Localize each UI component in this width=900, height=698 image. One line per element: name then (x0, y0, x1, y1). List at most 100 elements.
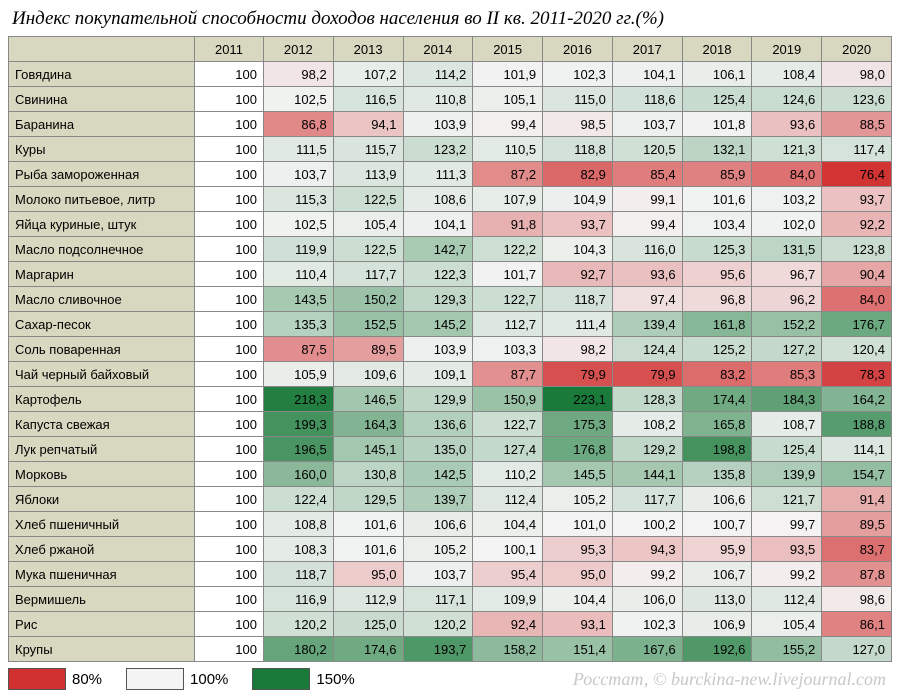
row-label: Баранина (9, 112, 195, 137)
data-cell: 95,3 (543, 537, 613, 562)
data-cell: 124,6 (752, 87, 822, 112)
data-cell: 108,7 (752, 412, 822, 437)
data-cell: 142,7 (403, 237, 473, 262)
data-cell: 86,8 (263, 112, 333, 137)
col-header: 2017 (612, 37, 682, 62)
data-cell: 129,5 (333, 487, 403, 512)
data-cell: 108,4 (752, 62, 822, 87)
data-cell: 135,8 (682, 462, 752, 487)
data-cell: 122,5 (333, 237, 403, 262)
data-cell: 100 (194, 87, 263, 112)
data-cell: 111,5 (263, 137, 333, 162)
data-cell: 100 (194, 262, 263, 287)
data-cell: 98,6 (822, 587, 892, 612)
data-cell: 104,4 (473, 512, 543, 537)
data-cell: 97,4 (612, 287, 682, 312)
data-cell: 118,7 (543, 287, 613, 312)
data-cell: 106,1 (682, 62, 752, 87)
row-label: Маргарин (9, 262, 195, 287)
table-row: Картофель100218,3146,5129,9150,9223,1128… (9, 387, 892, 412)
table-row: Сахар-песок100135,3152,5145,2112,7111,41… (9, 312, 892, 337)
table-row: Хлеб ржаной100108,3101,6105,2100,195,394… (9, 537, 892, 562)
data-cell: 100 (194, 337, 263, 362)
data-cell: 103,2 (752, 187, 822, 212)
data-cell: 101,6 (333, 537, 403, 562)
data-cell: 105,4 (752, 612, 822, 637)
data-cell: 116,5 (333, 87, 403, 112)
data-cell: 142,5 (403, 462, 473, 487)
data-cell: 93,1 (543, 612, 613, 637)
row-label: Соль поваренная (9, 337, 195, 362)
data-cell: 103,9 (403, 112, 473, 137)
data-cell: 106,6 (403, 512, 473, 537)
table-row: Крупы100180,2174,6193,7158,2151,4167,619… (9, 637, 892, 662)
data-cell: 92,7 (543, 262, 613, 287)
data-cell: 143,5 (263, 287, 333, 312)
data-cell: 108,8 (263, 512, 333, 537)
data-cell: 118,8 (543, 137, 613, 162)
data-cell: 93,6 (752, 112, 822, 137)
data-cell: 176,8 (543, 437, 613, 462)
data-cell: 135,3 (263, 312, 333, 337)
data-cell: 196,5 (263, 437, 333, 462)
data-cell: 87,7 (473, 362, 543, 387)
data-cell: 113,9 (333, 162, 403, 187)
data-cell: 107,9 (473, 187, 543, 212)
data-cell: 104,1 (612, 62, 682, 87)
data-cell: 123,6 (822, 87, 892, 112)
data-cell: 95,4 (473, 562, 543, 587)
row-label: Хлеб пшеничный (9, 512, 195, 537)
col-header: 2018 (682, 37, 752, 62)
data-cell: 98,2 (543, 337, 613, 362)
data-cell: 100,7 (682, 512, 752, 537)
data-cell: 110,5 (473, 137, 543, 162)
data-cell: 84,0 (752, 162, 822, 187)
data-cell: 101,6 (333, 512, 403, 537)
data-cell: 87,8 (822, 562, 892, 587)
data-cell: 108,3 (263, 537, 333, 562)
row-label: Говядина (9, 62, 195, 87)
data-cell: 111,4 (543, 312, 613, 337)
data-cell: 161,8 (682, 312, 752, 337)
data-cell: 112,4 (752, 587, 822, 612)
data-cell: 93,6 (612, 262, 682, 287)
data-cell: 164,2 (822, 387, 892, 412)
table-row: Хлеб пшеничный100108,8101,6106,6104,4101… (9, 512, 892, 537)
data-cell: 96,8 (682, 287, 752, 312)
data-cell: 139,9 (752, 462, 822, 487)
table-row: Масло сливочное100143,5150,2129,3122,711… (9, 287, 892, 312)
row-label: Капуста свежая (9, 412, 195, 437)
data-cell: 88,5 (822, 112, 892, 137)
data-cell: 112,4 (473, 487, 543, 512)
table-row: Лук репчатый100196,5145,1135,0127,4176,8… (9, 437, 892, 462)
data-cell: 176,7 (822, 312, 892, 337)
data-cell: 102,5 (263, 212, 333, 237)
col-header: 2011 (194, 37, 263, 62)
data-cell: 180,2 (263, 637, 333, 662)
data-cell: 105,4 (333, 212, 403, 237)
data-cell: 114,1 (822, 437, 892, 462)
data-cell: 105,2 (543, 487, 613, 512)
table-row: Вермишель100116,9112,9117,1109,9104,4106… (9, 587, 892, 612)
data-cell: 122,4 (263, 487, 333, 512)
data-cell: 96,7 (752, 262, 822, 287)
data-cell: 104,1 (403, 212, 473, 237)
col-header: 2013 (333, 37, 403, 62)
data-cell: 120,4 (822, 337, 892, 362)
data-cell: 101,0 (543, 512, 613, 537)
data-cell: 102,0 (752, 212, 822, 237)
data-cell: 100 (194, 112, 263, 137)
data-cell: 108,2 (612, 412, 682, 437)
data-cell: 100 (194, 62, 263, 87)
data-cell: 91,8 (473, 212, 543, 237)
col-header: 2014 (403, 37, 473, 62)
data-cell: 85,9 (682, 162, 752, 187)
table-row: Куры100111,5115,7123,2110,5118,8120,5132… (9, 137, 892, 162)
data-cell: 125,3 (682, 237, 752, 262)
row-label: Куры (9, 137, 195, 162)
data-cell: 127,4 (473, 437, 543, 462)
data-cell: 117,7 (612, 487, 682, 512)
data-cell: 87,2 (473, 162, 543, 187)
data-cell: 192,6 (682, 637, 752, 662)
data-cell: 100 (194, 387, 263, 412)
